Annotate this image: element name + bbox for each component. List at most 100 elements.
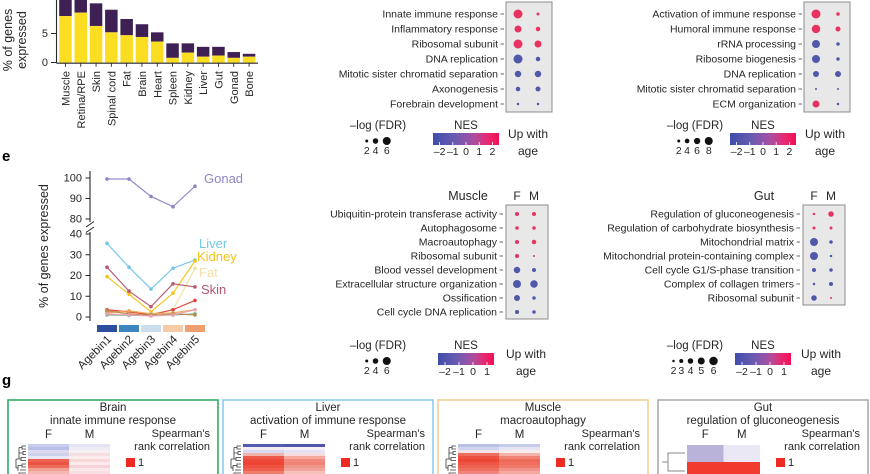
dot-M: [829, 240, 833, 244]
dot-row-label: Forebrain development: [390, 99, 498, 111]
heatmap-cell-F: [28, 462, 69, 465]
dendrogram: [230, 445, 241, 474]
bar-segment-upper: [181, 43, 195, 53]
series-line-Kidney: [106, 260, 196, 313]
heatmap-cell-M: [69, 453, 110, 456]
up-with-age-label: age: [518, 144, 538, 158]
heatmap-cell-F: [458, 468, 499, 471]
heatmap-cell-F: [243, 453, 284, 456]
heatmap-cell-F: [28, 444, 69, 447]
nes-tick-label: 1: [773, 146, 779, 158]
g-title-tissue: Brain: [100, 402, 127, 414]
heatmap-cell-F: [458, 456, 499, 459]
dot-M: [836, 57, 840, 61]
e-y-tick-label: 90: [70, 193, 82, 205]
a-x-tick-label: Spleen: [168, 71, 180, 105]
dot-F: [513, 280, 521, 288]
bar-segment-upper: [74, 0, 87, 13]
panel-letter-e: e: [2, 148, 11, 165]
heatmap-cell-F: [28, 456, 69, 459]
dot-row-label: Ribosomal subunit: [411, 251, 497, 263]
g-col-M: M: [515, 429, 525, 441]
dot-F: [812, 212, 816, 216]
nes-legend-title: NES: [751, 120, 775, 132]
spearman-legend-value: 1: [353, 457, 359, 469]
spearman-legend-title: Spearman's: [367, 428, 426, 440]
heatmap-cell-F: [243, 447, 284, 450]
nes-tick-label: –2: [439, 366, 451, 378]
heatmap-cell-F: [28, 471, 69, 474]
heatmap-cell-M: [499, 468, 540, 471]
heatmap-cell-F: [458, 447, 499, 450]
fdr-legend-dot: [365, 139, 369, 143]
a-x-tick-label: Brain: [137, 71, 149, 97]
dot-row-label: DNA replication: [426, 54, 499, 66]
dot-F: [812, 55, 820, 63]
bar-segment-lower: [120, 35, 133, 63]
g-col-M: M: [85, 429, 95, 441]
spearman-legend-title: rank correlation: [349, 441, 425, 453]
dot-row-label: Extracellular structure organization: [335, 279, 497, 291]
series-point-Fat: [193, 266, 197, 271]
series-point-Gonad: [171, 204, 175, 209]
series-point-unlabeled-5: [193, 307, 197, 312]
f_muscle_dotplot-col-F: F: [513, 189, 520, 203]
a-y-tick-label: 5: [42, 28, 48, 40]
fdr-legend-dot: [382, 357, 391, 365]
fdr-legend-tick: 6: [694, 145, 700, 157]
series-point-unlabeled-5: [149, 314, 153, 318]
series-point-Kidney: [105, 274, 109, 279]
heatmap-cell-F: [28, 465, 69, 468]
bar-segment-upper: [227, 52, 240, 58]
fdr-legend-dot: [382, 137, 391, 145]
up-with-age-label: Up with: [805, 127, 845, 141]
heatmap-cell-F: [243, 450, 284, 453]
series-point-unlabeled-5: [127, 313, 131, 317]
dot-F: [812, 100, 820, 108]
nes-legend-title: NES: [751, 340, 775, 352]
spearman-legend-value: 1: [788, 457, 794, 469]
dendrogram: [15, 445, 26, 474]
heatmap-cell-F: [28, 453, 69, 456]
g-box-Liver: [222, 399, 434, 474]
series-point-Gonad: [149, 194, 153, 199]
g-title-tissue: Gut: [754, 402, 773, 414]
heatmap-cell-F: [243, 462, 284, 465]
fdr-legend-tick: 4: [688, 365, 694, 377]
fdr-legend-tick: 2: [364, 365, 370, 377]
heatmap-cell-F: [243, 444, 284, 447]
fdr-legend-tick: 6: [384, 365, 390, 377]
dot-row-label: Mitochondrial matrix: [700, 237, 795, 249]
dot-M: [532, 212, 536, 216]
bar-segment-lower: [242, 56, 256, 63]
heatmap-cell-M: [284, 453, 325, 456]
agebin-swatch: [163, 325, 183, 332]
heatmap-cell-F: [243, 459, 284, 462]
bar-segment-lower: [105, 32, 118, 63]
dot-F: [811, 9, 821, 19]
dot-F: [514, 70, 522, 78]
g-col-F: F: [702, 429, 709, 441]
fdr-legend-title: –log (FDR): [350, 120, 406, 132]
series-point-Kidney: [193, 259, 197, 263]
fdr-legend-title: –log (FDR): [667, 120, 723, 132]
spearman-legend-value: 1: [138, 457, 144, 469]
dot-F: [812, 268, 816, 272]
f_muscle_dotplot-box: [505, 204, 549, 320]
dot-F: [813, 71, 819, 77]
bar-segment-upper: [59, 0, 72, 17]
series-point-unlabeled-5: [105, 312, 109, 316]
e-y-tick-label: 10: [70, 291, 82, 303]
dot-F: [812, 226, 816, 230]
g-col-M: M: [737, 429, 747, 441]
heatmap-cell-M: [284, 444, 325, 447]
heatmap-cell-F: [458, 465, 499, 468]
fdr-legend-tick: 4: [373, 365, 379, 377]
heatmap-cell-M: [69, 468, 110, 471]
dot-F: [513, 39, 523, 49]
agebin-swatch: [97, 325, 117, 332]
heatmap-cell-M: [499, 471, 540, 474]
spearman-legend-swatch: [556, 458, 565, 467]
e-axis-break: [85, 226, 95, 233]
